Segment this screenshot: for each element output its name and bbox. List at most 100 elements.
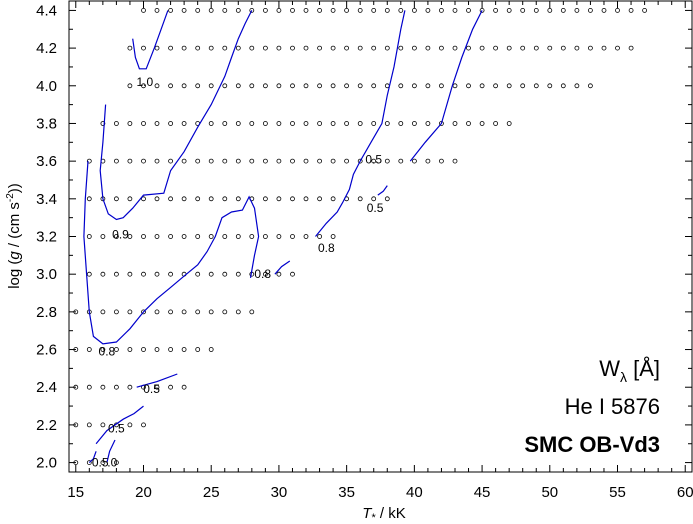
- model-point: [398, 45, 404, 51]
- contour-line: [106, 439, 116, 463]
- y-tick-label: 2.8: [36, 304, 57, 321]
- model-point: [86, 271, 92, 277]
- model-point: [290, 196, 295, 202]
- contour-line: [99, 10, 253, 221]
- model-point: [371, 158, 377, 164]
- model-point: [303, 83, 309, 89]
- model-point: [195, 158, 201, 164]
- model-point: [195, 7, 201, 13]
- model-point: [181, 384, 187, 390]
- model-point: [384, 7, 390, 13]
- model-point: [154, 234, 160, 239]
- model-point: [330, 196, 336, 202]
- model-point: [195, 309, 201, 315]
- model-point: [384, 121, 390, 126]
- model-point: [425, 45, 431, 51]
- model-point: [398, 158, 404, 164]
- model-point: [574, 45, 580, 51]
- model-point: [276, 158, 282, 164]
- contour-line: [274, 260, 291, 275]
- y-tick-label: 2.0: [36, 455, 57, 472]
- x-tick-label: 35: [338, 484, 355, 501]
- model-point: [208, 347, 214, 352]
- model-point: [506, 7, 512, 13]
- model-point: [235, 7, 241, 13]
- contour-line: [315, 10, 406, 237]
- annotation-box: Wλ [Å] He I 5876 SMC OB-Vd3: [524, 356, 660, 457]
- model-point: [317, 121, 323, 126]
- model-point: [438, 45, 444, 51]
- model-point: [601, 45, 607, 51]
- model-point: [168, 121, 174, 126]
- model-point: [141, 234, 146, 239]
- model-point: [330, 83, 336, 89]
- model-point: [262, 158, 268, 164]
- y-tick-label: 2.6: [36, 342, 57, 359]
- model-point: [290, 234, 295, 239]
- model-point: [208, 234, 214, 239]
- y-tick-label: 4.2: [36, 40, 57, 57]
- model-point: [411, 45, 417, 51]
- model-point: [195, 83, 201, 89]
- model-point: [357, 7, 363, 13]
- model-point: [588, 45, 593, 51]
- model-point: [86, 422, 92, 428]
- model-point: [371, 121, 377, 126]
- model-point: [141, 121, 146, 126]
- model-point: [425, 7, 431, 13]
- contour-line: [88, 451, 97, 464]
- model-point: [181, 309, 187, 315]
- model-point: [181, 158, 187, 164]
- model-point: [141, 271, 146, 277]
- model-point: [222, 121, 228, 126]
- model-point: [208, 7, 214, 13]
- annotation-line3: SMC OB-Vd3: [524, 432, 660, 457]
- model-point: [208, 271, 214, 277]
- x-tick-label: 15: [67, 484, 84, 501]
- contour-label: 0.5: [108, 422, 125, 436]
- model-point: [154, 309, 160, 315]
- model-point: [181, 83, 187, 89]
- model-point: [181, 45, 187, 51]
- model-point: [384, 158, 390, 164]
- contour-label: 0.9: [112, 228, 129, 242]
- model-point: [330, 158, 336, 164]
- contour-label: 0.5: [143, 382, 160, 396]
- model-point: [222, 45, 228, 51]
- model-point: [452, 83, 458, 89]
- model-point: [262, 7, 268, 13]
- model-point: [344, 45, 350, 51]
- model-point: [100, 271, 106, 277]
- model-point: [114, 384, 119, 390]
- model-point: [479, 45, 485, 51]
- y-tick-label: 3.6: [36, 153, 57, 170]
- model-point: [303, 7, 309, 13]
- model-point: [235, 45, 241, 51]
- model-point: [249, 45, 255, 51]
- model-point: [438, 7, 444, 13]
- model-point: [114, 460, 119, 466]
- contour-label: 0.5: [365, 152, 382, 166]
- model-point: [127, 234, 133, 239]
- model-point: [235, 271, 241, 277]
- model-point: [195, 234, 201, 239]
- model-point: [357, 121, 363, 126]
- model-point: [154, 121, 160, 126]
- model-point: [290, 158, 295, 164]
- model-point: [181, 7, 187, 13]
- model-grid-markers: [73, 7, 647, 466]
- model-point: [357, 83, 363, 89]
- model-point: [411, 83, 417, 89]
- y-tick-label: 3.0: [36, 266, 57, 283]
- model-point: [452, 121, 458, 126]
- model-point: [479, 7, 485, 13]
- model-point: [154, 271, 160, 277]
- model-point: [317, 83, 323, 89]
- model-point: [86, 234, 92, 239]
- model-point: [262, 83, 268, 89]
- model-point: [154, 158, 160, 164]
- model-point: [411, 7, 417, 13]
- model-point: [520, 45, 526, 51]
- model-point: [344, 158, 350, 164]
